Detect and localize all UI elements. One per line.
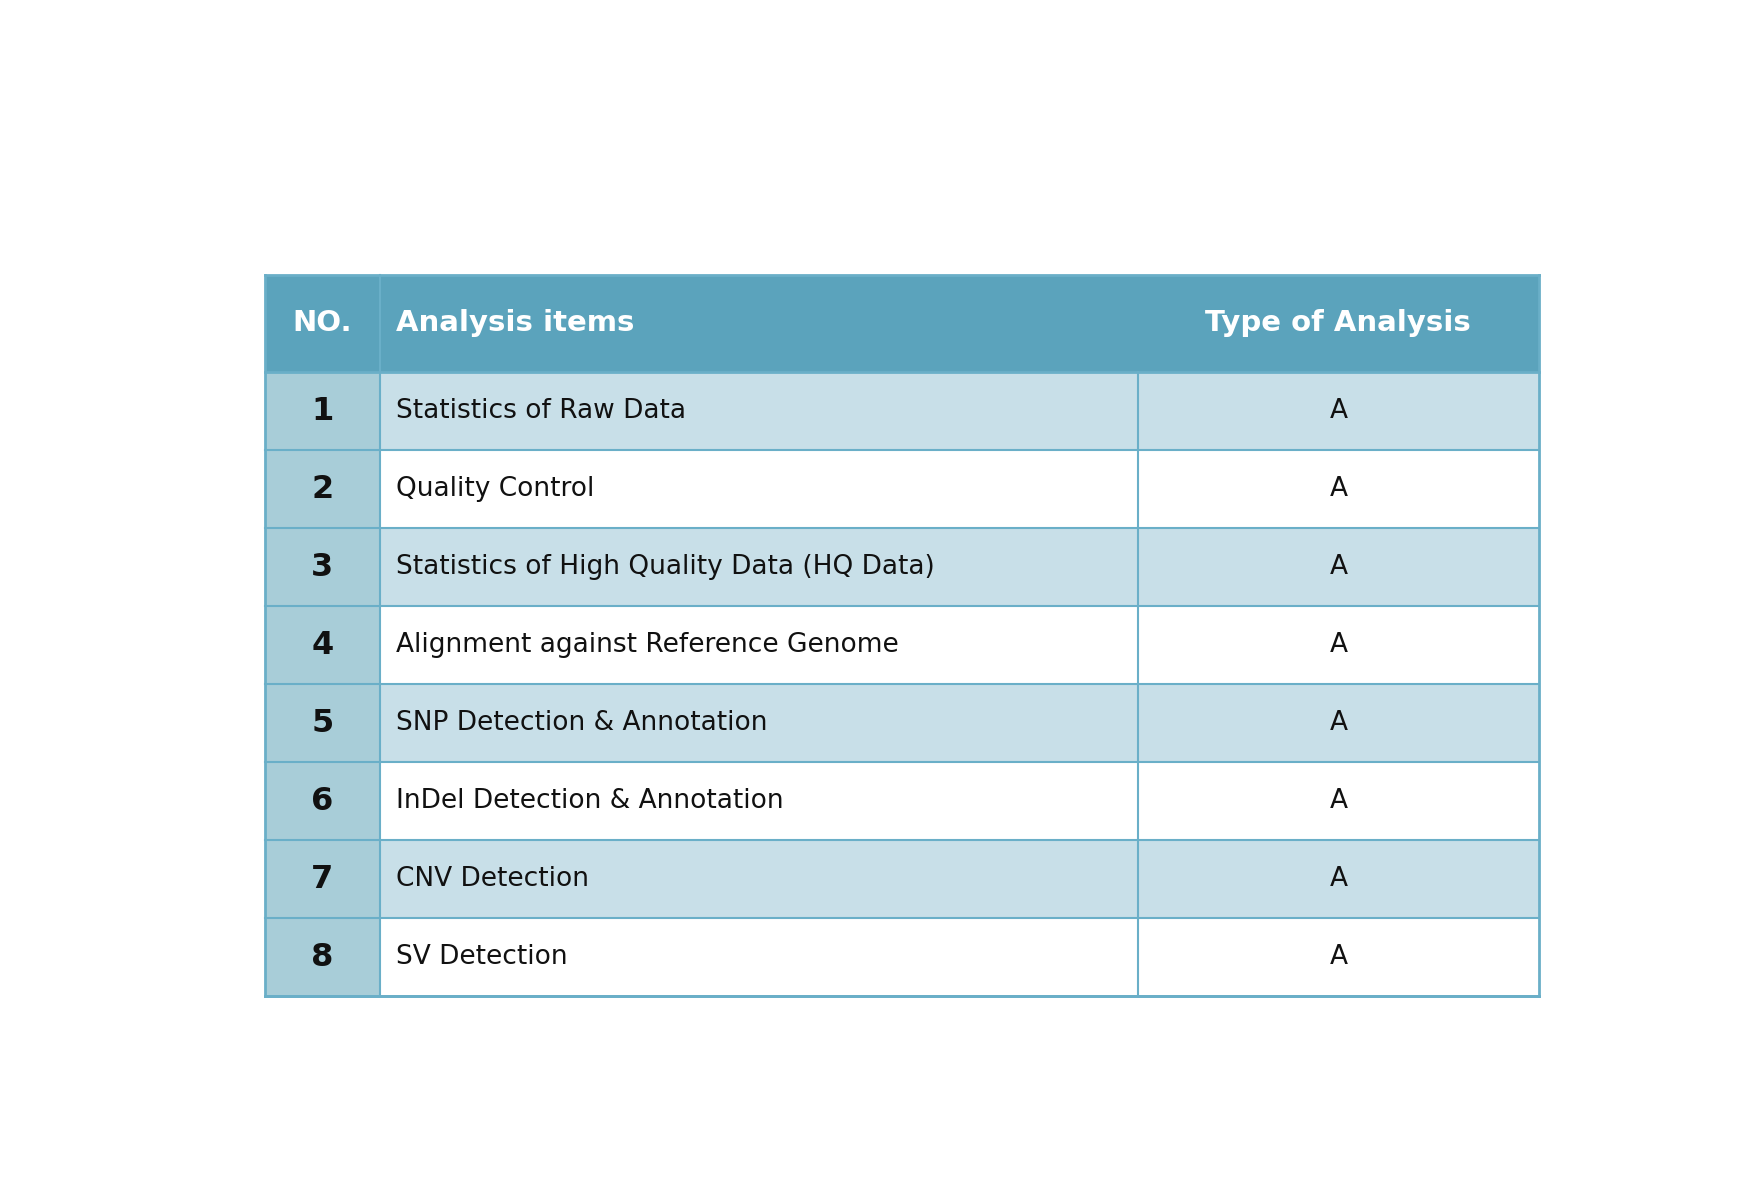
Bar (266, 372, 380, 451)
Bar (266, 684, 1538, 763)
Text: 5: 5 (312, 708, 333, 739)
Bar (266, 763, 380, 840)
Bar (266, 918, 380, 996)
Text: CNV Detection: CNV Detection (396, 866, 590, 892)
Text: A: A (1329, 944, 1348, 970)
Text: A: A (1329, 710, 1348, 737)
Text: 2: 2 (312, 473, 333, 504)
Text: 6: 6 (312, 785, 333, 817)
Text: A: A (1329, 398, 1348, 425)
Bar (266, 840, 1538, 918)
Bar (266, 840, 380, 918)
Text: A: A (1329, 789, 1348, 814)
Text: A: A (1329, 554, 1348, 580)
Bar (266, 275, 1538, 372)
Bar (266, 372, 1538, 451)
Text: 8: 8 (312, 942, 334, 973)
Text: NO.: NO. (292, 310, 352, 338)
Text: SV Detection: SV Detection (396, 944, 568, 970)
Text: 3: 3 (312, 551, 333, 582)
Bar (266, 451, 380, 528)
Bar (266, 606, 380, 684)
Text: Statistics of High Quality Data (HQ Data): Statistics of High Quality Data (HQ Data… (396, 554, 935, 580)
Text: A: A (1329, 476, 1348, 502)
Text: A: A (1329, 866, 1348, 892)
Text: 1: 1 (312, 396, 334, 427)
Text: Alignment against Reference Genome: Alignment against Reference Genome (396, 632, 899, 658)
Bar (266, 528, 1538, 606)
Bar (266, 763, 1538, 840)
Bar (266, 606, 1538, 684)
Text: 7: 7 (312, 863, 333, 894)
Text: Statistics of Raw Data: Statistics of Raw Data (396, 398, 686, 425)
Text: InDel Detection & Annotation: InDel Detection & Annotation (396, 789, 783, 814)
Text: A: A (1329, 632, 1348, 658)
Text: SNP Detection & Annotation: SNP Detection & Annotation (396, 710, 767, 737)
Text: Quality Control: Quality Control (396, 476, 595, 502)
Bar (266, 528, 380, 606)
Text: Analysis items: Analysis items (396, 310, 634, 338)
Text: Type of Analysis: Type of Analysis (1206, 310, 1471, 338)
Bar (266, 451, 1538, 528)
Bar (266, 918, 1538, 996)
Bar (266, 684, 380, 763)
Text: 4: 4 (312, 630, 333, 661)
